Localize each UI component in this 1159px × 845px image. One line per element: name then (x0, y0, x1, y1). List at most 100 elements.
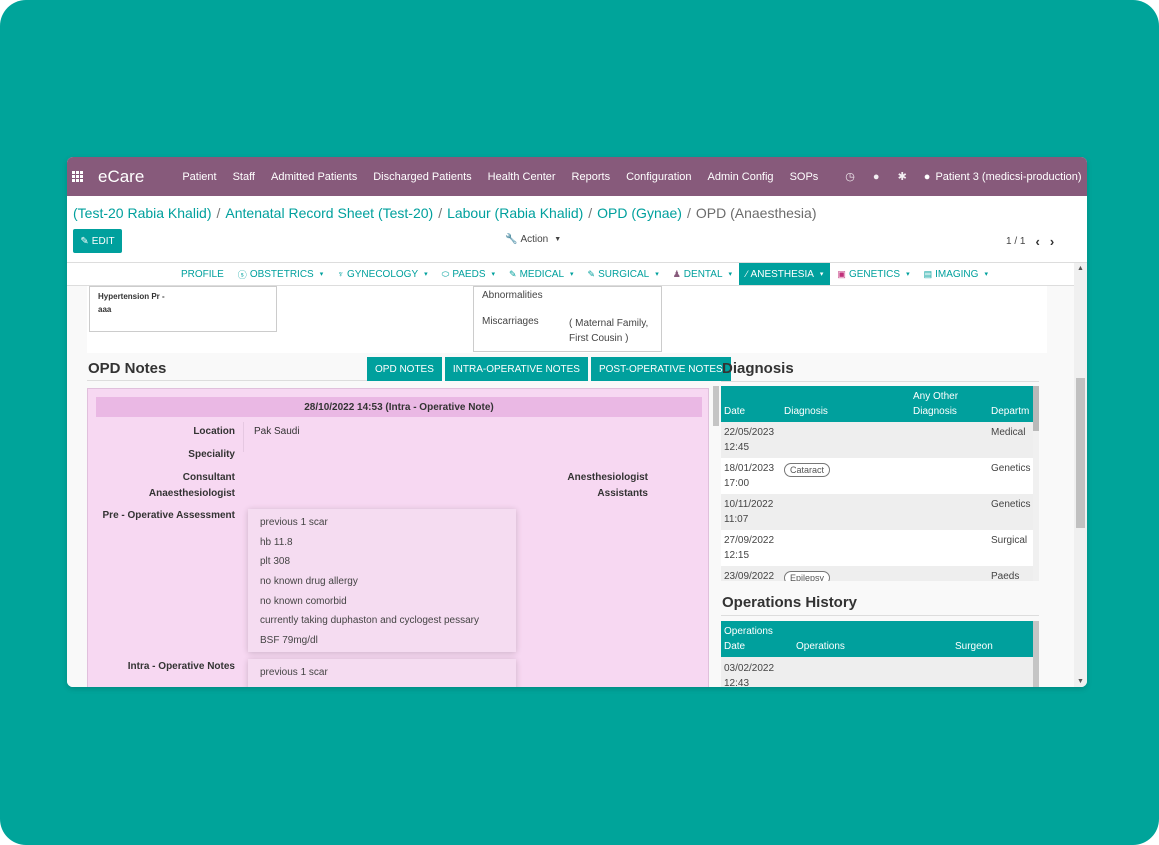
breadcrumb: (Test-20 Rabia Khalid) / Antenatal Record … (73, 205, 816, 221)
table-row[interactable]: 03/02/2022 12:43 (721, 657, 1034, 687)
gynecology-icon: ♆ (337, 269, 344, 279)
table-row[interactable]: 27/09/2022 12:15 Surgical (721, 530, 1034, 566)
breadcrumb-separator: / (588, 205, 593, 221)
scrollbar-thumb[interactable] (1076, 378, 1085, 528)
table-row[interactable]: 18/01/2023 17:00 Cataract Genetics (721, 458, 1034, 494)
menu-reports[interactable]: Reports (571, 170, 611, 183)
assessment-line: no known drug allergy (260, 576, 358, 588)
breadcrumb-item[interactable]: OPD (Gynae) (597, 205, 682, 221)
row-department: Medical (991, 427, 1026, 438)
menu-patient[interactable]: Patient (182, 170, 217, 183)
breadcrumb-current: OPD (Anaesthesia) (695, 205, 817, 221)
col-surgeon[interactable]: Surgeon (955, 641, 993, 652)
miscarriages-value-line: First Cousin ) (569, 333, 629, 344)
tab-label: GYNECOLOGY (346, 268, 419, 280)
intra-operative-notes[interactable]: previous 1 scar (248, 659, 516, 687)
menu-staff[interactable]: Staff (232, 170, 255, 183)
col-department[interactable]: Departm (991, 406, 1030, 417)
notes-button-group: OPD NOTES INTRA-OPERATIVE NOTES POST-OPE… (367, 357, 731, 381)
post-operative-notes-button[interactable]: POST-OPERATIVE NOTES (590, 357, 731, 381)
row-date: 22/05/2023 12:45 (724, 427, 775, 453)
table-row[interactable]: 23/09/2022 Epilepsy Paeds (721, 566, 1034, 581)
breadcrumb-item[interactable]: Labour (Rabia Khalid) (447, 205, 584, 221)
tab-paeds[interactable]: ⬭ PAEDS ▾ (435, 263, 502, 285)
col-any-other[interactable]: Any Other (913, 391, 959, 402)
action-dropdown[interactable]: 🔧 Action ▼ (505, 234, 561, 245)
menu-admitted-patients[interactable]: Admitted Patients (271, 170, 358, 183)
tab-genetics[interactable]: ▣ GENETICS ▾ (830, 263, 916, 285)
app-window: eCare Patient Staff Admitted Patients Di… (67, 157, 1087, 687)
top-navbar: eCare Patient Staff Admitted Patients Di… (67, 157, 1087, 196)
col-operations-date-2[interactable]: Date (724, 641, 746, 652)
caret-down-icon: ▾ (491, 271, 496, 278)
tab-medical[interactable]: ✎ MEDICAL ▾ (502, 263, 581, 285)
pre-operative-assessment[interactable]: previous 1 scar hb 11.8 plt 308 no known… (248, 509, 516, 652)
breadcrumb-item[interactable]: Antenatal Record Sheet (Test-20) (225, 205, 434, 221)
apps-grid-icon[interactable] (72, 157, 83, 196)
diagnosis-scrollbar[interactable] (1033, 386, 1039, 581)
col-operations[interactable]: Operations (796, 641, 845, 652)
tab-profile[interactable]: PROFILE (174, 263, 231, 285)
brand-name[interactable]: eCare (98, 166, 145, 186)
menu-sops[interactable]: SOPs (789, 170, 819, 183)
tab-imaging[interactable]: ▤ IMAGING ▾ (917, 263, 995, 285)
menu-configuration[interactable]: Configuration (626, 170, 692, 183)
assistants-label-line: Assistants (597, 488, 648, 499)
menu-discharged-patients[interactable]: Discharged Patients (373, 170, 472, 183)
divider (721, 615, 1039, 616)
tab-obstetrics[interactable]: ⓢ OBSTETRICS ▾ (231, 263, 330, 285)
user-name: Patient 3 (medicsi-production) (935, 170, 1082, 183)
abnormalities-label: Abnormalities (482, 290, 543, 301)
chevron-right-icon[interactable]: › (1049, 234, 1055, 249)
note-header: 28/10/2022 14:53 (Intra - Operative Note… (96, 397, 702, 417)
operations-scrollbar[interactable] (1033, 621, 1039, 687)
bug-icon[interactable]: ✱ (897, 171, 907, 183)
table-row[interactable]: 10/11/2022 11:07 Genetics (721, 494, 1034, 530)
table-row[interactable]: 22/05/2023 12:45 Medical (721, 422, 1034, 458)
clock-icon[interactable]: ◷ (845, 171, 855, 183)
chat-icon[interactable]: ● (872, 170, 880, 183)
tab-surgical[interactable]: ✎ SURGICAL ▾ (581, 263, 666, 285)
row-date: 23/09/2022 (724, 571, 775, 581)
edit-button-label: EDIT (91, 235, 115, 247)
tab-gynecology[interactable]: ♆ GYNECOLOGY ▾ (330, 263, 434, 285)
caret-down-icon: ▾ (319, 271, 324, 278)
scroll-up-icon[interactable]: ▲ (1077, 265, 1084, 272)
assessment-line: previous 1 scar (260, 517, 328, 529)
scroll-down-icon[interactable]: ▼ (1077, 678, 1084, 685)
tab-label: SURGICAL (598, 268, 650, 280)
breadcrumb-separator: / (686, 205, 691, 221)
divider (87, 380, 367, 381)
breadcrumb-separator: / (438, 205, 443, 221)
table-header: Date Diagnosis Any Other Diagnosis Depar… (721, 386, 1034, 422)
scrollbar-thumb[interactable] (1033, 386, 1039, 431)
tab-label: OBSTETRICS (249, 268, 314, 280)
diagnosis-tag: Epilepsy (784, 571, 831, 581)
menu-admin-config[interactable]: Admin Config (707, 170, 774, 183)
user-menu[interactable]: ● Patient 3 (medicsi-production) ▼ (924, 171, 1087, 183)
diagnosis-left-scrollbar[interactable] (713, 386, 719, 426)
miscarriages-value-line: ( Maternal Family, (569, 318, 649, 329)
caret-down-icon: ▾ (570, 271, 574, 278)
tab-label: GENETICS (848, 268, 901, 280)
edit-icon: ✎ (587, 268, 596, 279)
tab-dental[interactable]: ♟ DENTAL ▾ (666, 263, 739, 285)
speciality-label: Speciality (188, 449, 235, 460)
main-scrollbar[interactable]: ▲ ▼ (1074, 263, 1087, 687)
edit-icon: ✎ (509, 268, 517, 279)
col-diagnosis[interactable]: Diagnosis (784, 406, 828, 417)
tab-label: IMAGING (935, 268, 979, 280)
intra-operative-notes-button[interactable]: INTRA-OPERATIVE NOTES (444, 357, 588, 381)
tab-anesthesia[interactable]: ⁄ ANESTHESIA ▾ (739, 263, 831, 285)
edit-button[interactable]: ✎ EDIT (73, 229, 122, 253)
col-any-other-2[interactable]: Diagnosis (913, 406, 957, 417)
menu-health-center[interactable]: Health Center (487, 170, 556, 183)
breadcrumb-item[interactable]: (Test-20 Rabia Khalid) (73, 205, 212, 221)
col-date[interactable]: Date (724, 406, 746, 417)
divider (721, 381, 1039, 382)
col-operations-date[interactable]: Operations (724, 626, 773, 637)
row-date: 03/02/2022 12:43 (724, 663, 775, 687)
consultant-label-line: Anaesthesiologist (148, 488, 235, 499)
chevron-left-icon[interactable]: ‹ (1035, 234, 1040, 249)
opd-notes-button[interactable]: OPD NOTES (367, 357, 442, 381)
